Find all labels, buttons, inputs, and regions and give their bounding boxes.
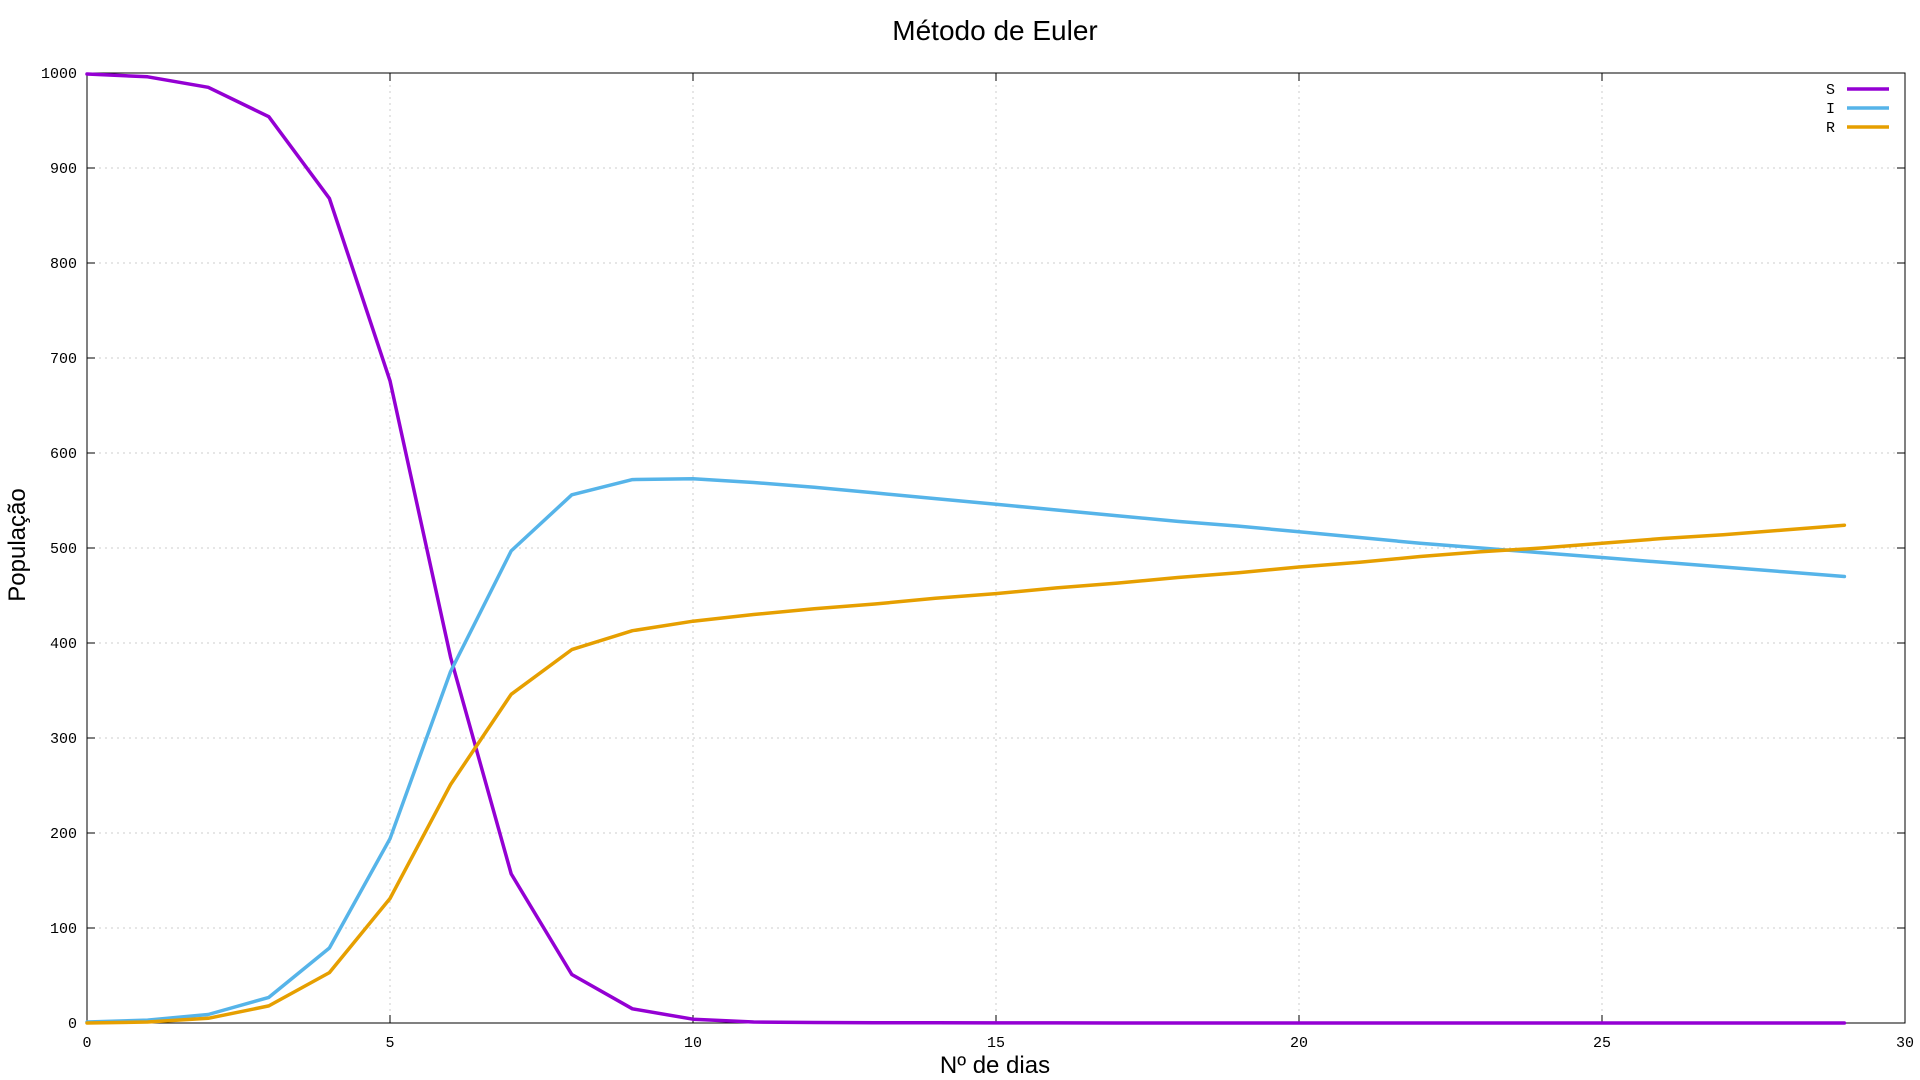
- y-tick-label: 200: [50, 826, 77, 843]
- y-tick-label: 300: [50, 731, 77, 748]
- legend: SIR: [1826, 82, 1889, 137]
- x-tick-label: 5: [385, 1035, 394, 1052]
- grid: [87, 73, 1905, 1023]
- x-tick-label: 0: [82, 1035, 91, 1052]
- series-line-R: [85, 523, 1847, 1025]
- series-line-S: [85, 72, 1847, 1025]
- x-tick-label: 20: [1290, 1035, 1308, 1052]
- y-tick-label: 500: [50, 541, 77, 558]
- axis-ticks: 0 5 10 15 20 25 300100200300400500600700800900…: [41, 66, 1914, 1052]
- y-tick-label: 100: [50, 921, 77, 938]
- y-tick-label: 800: [50, 256, 77, 273]
- legend-label-I: I: [1826, 101, 1835, 118]
- legend-label-S: S: [1826, 82, 1835, 99]
- y-tick-label: 400: [50, 636, 77, 653]
- series-line-I: [85, 476, 1847, 1024]
- x-tick-label: 10: [684, 1035, 702, 1052]
- y-axis-label: População: [4, 488, 31, 601]
- x-tick-label: 15: [987, 1035, 1005, 1052]
- y-tick-label: 600: [50, 446, 77, 463]
- y-tick-label: 900: [50, 161, 77, 178]
- y-tick-label: 0: [68, 1016, 77, 1033]
- x-axis-label: Nº de dias: [940, 1052, 1050, 1079]
- x-tick-label: 30: [1896, 1035, 1914, 1052]
- x-tick-label: 25: [1593, 1035, 1611, 1052]
- y-tick-label: 1000: [41, 66, 77, 83]
- y-tick-label: 700: [50, 351, 77, 368]
- chart-title: Método de Euler: [892, 15, 1097, 46]
- series-group: [85, 72, 1847, 1025]
- legend-label-R: R: [1826, 120, 1835, 137]
